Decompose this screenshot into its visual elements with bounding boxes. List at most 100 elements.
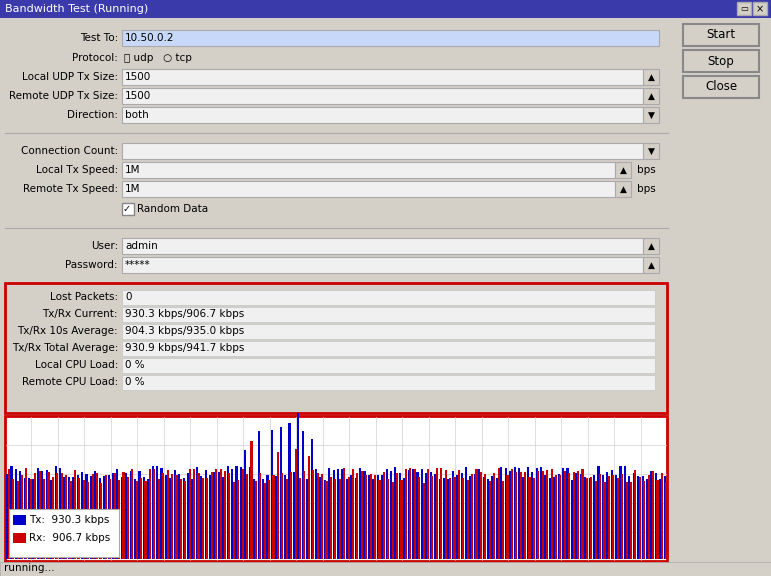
Bar — [628, 476, 631, 559]
Bar — [608, 476, 610, 559]
Bar — [643, 69, 659, 85]
Text: Local CPU Load:: Local CPU Load: — [35, 360, 118, 370]
Bar — [343, 468, 345, 559]
Bar — [147, 479, 150, 559]
Bar — [122, 107, 643, 123]
Bar — [100, 483, 103, 559]
Text: ×: × — [756, 4, 764, 14]
Bar — [202, 478, 204, 559]
Bar — [227, 466, 229, 559]
Bar — [575, 472, 577, 559]
Bar — [312, 470, 315, 559]
Bar — [502, 481, 504, 559]
Text: ▲: ▲ — [648, 92, 655, 100]
Bar — [24, 478, 25, 559]
Text: Tx/Rx Current:: Tx/Rx Current: — [42, 309, 118, 319]
Bar — [453, 477, 456, 559]
Bar — [325, 482, 328, 559]
Bar — [82, 480, 85, 559]
Bar — [222, 477, 224, 559]
Bar — [76, 476, 79, 559]
Bar — [268, 480, 270, 559]
Text: Close: Close — [705, 81, 737, 93]
Bar — [32, 479, 35, 559]
Bar — [240, 467, 242, 559]
Bar — [555, 475, 557, 559]
Bar — [423, 483, 425, 559]
Bar — [524, 472, 526, 559]
Bar — [414, 469, 416, 559]
Bar — [45, 470, 48, 559]
Bar — [220, 469, 221, 559]
Bar — [571, 480, 573, 559]
Text: ⦿ udp   ○ tcp: ⦿ udp ○ tcp — [124, 53, 192, 63]
Bar — [90, 476, 92, 559]
Bar — [509, 471, 511, 559]
Bar — [588, 478, 591, 559]
Bar — [513, 468, 516, 559]
Bar — [500, 467, 503, 559]
Bar — [122, 88, 643, 104]
Bar — [13, 515, 26, 525]
Bar — [355, 478, 357, 559]
Bar — [191, 479, 194, 559]
Bar — [92, 474, 93, 559]
Bar — [233, 482, 235, 559]
Bar — [399, 473, 401, 559]
Bar — [160, 468, 163, 559]
Bar — [112, 473, 114, 559]
Bar — [643, 238, 659, 254]
Bar — [594, 482, 597, 559]
Bar — [523, 477, 524, 559]
Bar — [493, 473, 495, 559]
Bar — [123, 472, 125, 559]
Bar — [118, 480, 120, 559]
Bar — [324, 480, 326, 559]
Bar — [536, 468, 537, 559]
Bar — [122, 307, 655, 322]
Text: Remote UDP Tx Size:: Remote UDP Tx Size: — [9, 91, 118, 101]
Bar — [39, 471, 41, 559]
Bar — [443, 478, 445, 559]
Bar — [584, 477, 586, 559]
Bar — [25, 468, 28, 559]
Bar — [456, 475, 458, 559]
Bar — [633, 473, 635, 559]
Bar — [408, 469, 409, 559]
Bar — [207, 478, 208, 559]
Bar — [122, 162, 615, 178]
Bar — [518, 468, 520, 559]
Bar — [577, 471, 579, 559]
Bar — [140, 478, 142, 559]
Bar — [175, 475, 177, 559]
Bar — [511, 469, 513, 559]
Bar — [30, 479, 32, 559]
Bar — [549, 478, 551, 559]
Bar — [470, 476, 472, 559]
Bar — [337, 469, 339, 559]
Bar — [478, 469, 480, 559]
Bar — [421, 469, 423, 559]
Bar — [611, 470, 613, 559]
Text: ▼: ▼ — [648, 146, 655, 156]
Bar — [15, 469, 17, 559]
Bar — [122, 238, 643, 254]
Bar — [237, 480, 239, 559]
Text: bps: bps — [637, 184, 656, 194]
Bar — [564, 471, 566, 559]
Bar — [224, 471, 226, 559]
Text: 0 %: 0 % — [125, 377, 145, 387]
Bar — [491, 476, 493, 559]
Bar — [303, 472, 305, 559]
Bar — [241, 469, 244, 559]
Bar — [445, 470, 446, 559]
Bar — [646, 479, 648, 559]
Bar — [386, 469, 388, 559]
Bar — [94, 471, 96, 559]
Bar — [121, 477, 123, 559]
Text: 930.3 kbps/906.7 kbps: 930.3 kbps/906.7 kbps — [125, 309, 244, 319]
Bar — [637, 476, 639, 559]
Text: Tx/Rx Total Average:: Tx/Rx Total Average: — [12, 343, 118, 353]
Bar — [540, 467, 542, 559]
Bar — [103, 476, 105, 559]
